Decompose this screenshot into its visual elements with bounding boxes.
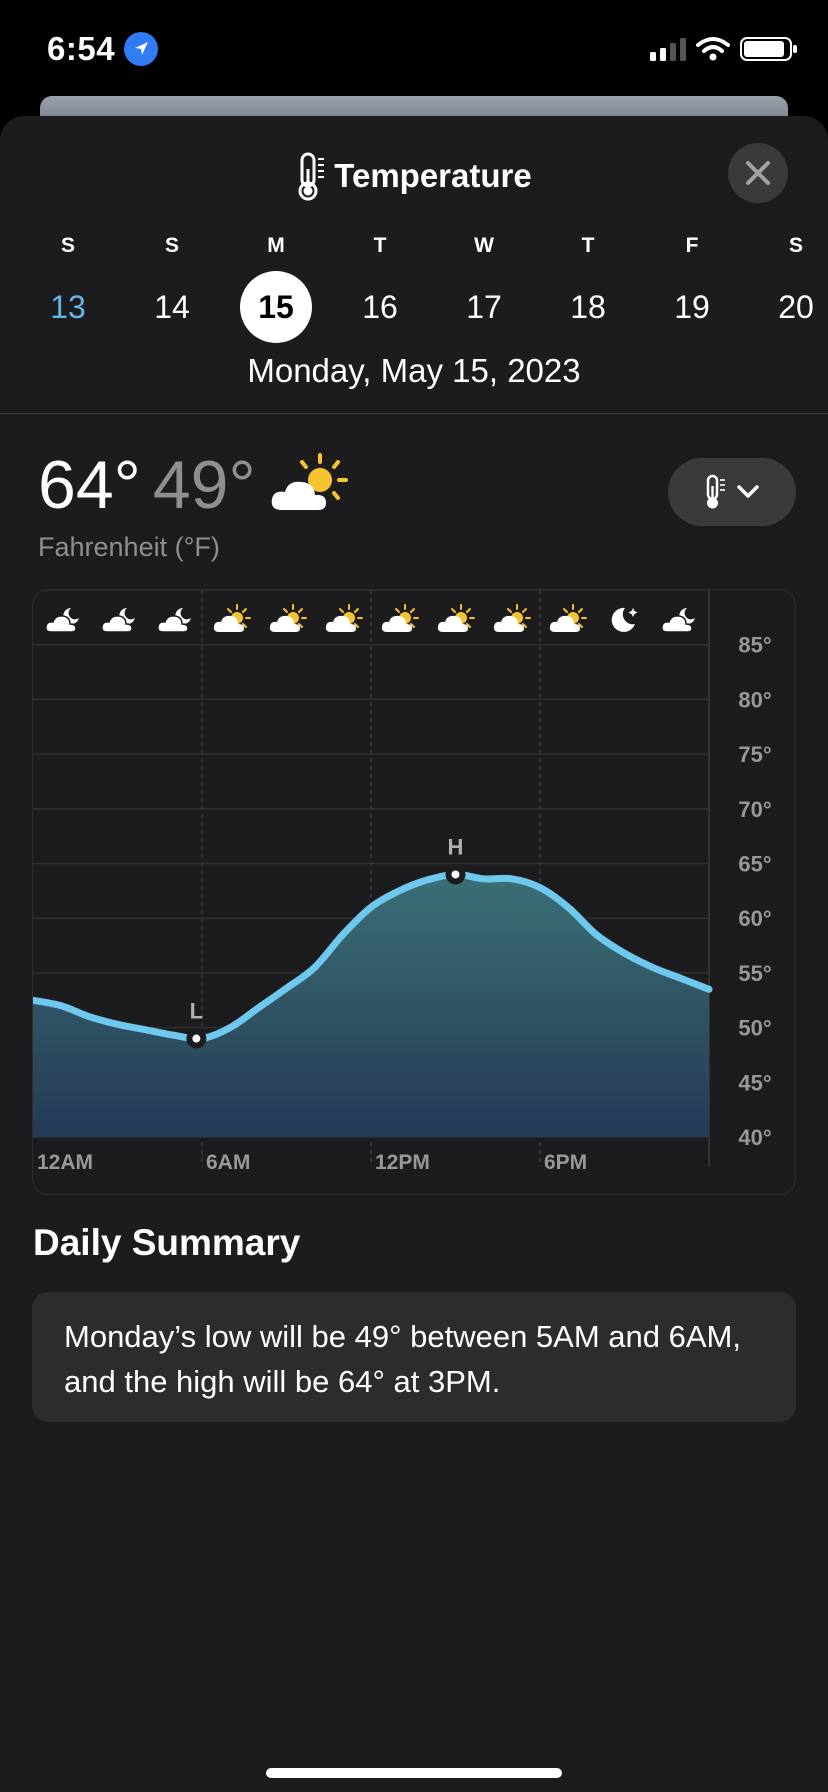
day-20[interactable]: 20 bbox=[778, 289, 814, 325]
location-arrow-icon bbox=[124, 32, 158, 66]
y-tick-label: 80° bbox=[738, 687, 771, 712]
partly-cloudy-night-icon bbox=[157, 608, 191, 633]
low-marker-dot bbox=[192, 1034, 201, 1043]
partly-cloudy-night-icon bbox=[661, 608, 695, 633]
day-19[interactable]: 19 bbox=[674, 289, 710, 325]
sheet-header: Temperature bbox=[0, 146, 828, 206]
partly-sunny-icon bbox=[437, 604, 475, 632]
chart-svg: L H 85° 80° 75° 70° 65° 60° 55° 50° 45° 40° 12AM 6AM 1… bbox=[33, 590, 772, 1174]
y-tick-label: 85° bbox=[738, 633, 771, 658]
day-18[interactable]: 18 bbox=[570, 289, 606, 325]
temperature-line bbox=[33, 870, 713, 1043]
day-14[interactable]: 14 bbox=[154, 289, 190, 325]
divider bbox=[0, 413, 828, 414]
y-tick-label: 70° bbox=[738, 797, 771, 822]
y-tick-label: 65° bbox=[738, 852, 771, 877]
chevron-down-icon bbox=[737, 485, 759, 498]
weekday-label: T bbox=[373, 234, 387, 257]
daily-summary-title: Daily Summary bbox=[33, 1222, 301, 1263]
wifi-icon bbox=[696, 37, 730, 61]
weekday-label: T bbox=[581, 234, 595, 257]
x-tick-label: 12PM bbox=[375, 1151, 430, 1174]
partly-cloudy-night-icon bbox=[101, 608, 135, 633]
thermometer-icon bbox=[706, 474, 725, 509]
high-temperature: 64° bbox=[38, 447, 141, 523]
y-tick-label: 75° bbox=[738, 742, 771, 767]
partly-sunny-icon bbox=[269, 604, 307, 632]
day-13[interactable]: 13 bbox=[50, 289, 86, 325]
low-marker-label: L bbox=[190, 999, 203, 1024]
day-16[interactable]: 16 bbox=[362, 289, 398, 325]
sheet-title: Temperature bbox=[334, 157, 532, 194]
weekday-label: W bbox=[474, 234, 494, 257]
day-17[interactable]: 17 bbox=[466, 289, 502, 325]
home-indicator[interactable] bbox=[266, 1768, 562, 1778]
partly-sunny-icon bbox=[493, 604, 531, 632]
high-marker-dot bbox=[451, 870, 460, 879]
selected-date: Monday, May 15, 2023 bbox=[247, 352, 581, 389]
close-button[interactable] bbox=[728, 143, 788, 203]
partly-sunny-icon bbox=[549, 604, 587, 632]
weekday-label: M bbox=[267, 234, 285, 257]
y-tick-label: 45° bbox=[738, 1070, 771, 1095]
y-tick-label: 60° bbox=[738, 906, 771, 931]
weekday-label: S bbox=[60, 234, 75, 257]
temperature-summary: 64° 49° bbox=[38, 446, 350, 526]
y-tick-label: 55° bbox=[738, 961, 771, 986]
unit-label: Fahrenheit (°F) bbox=[38, 532, 220, 562]
moon-icon bbox=[611, 607, 638, 632]
x-tick-label: 6AM bbox=[206, 1151, 250, 1174]
close-icon bbox=[746, 161, 770, 185]
temperature-area bbox=[33, 874, 709, 1137]
weekday-label: S bbox=[788, 234, 803, 257]
thermometer-icon bbox=[298, 152, 325, 201]
low-temperature: 49° bbox=[152, 447, 256, 523]
day-15[interactable]: 15 bbox=[240, 271, 312, 343]
temperature-chart[interactable]: L H 85° 80° 75° 70° 65° 60° 55° 50° 45° 40° 12AM 6AM 1… bbox=[32, 589, 796, 1195]
weekday-label: S bbox=[164, 234, 179, 257]
partly-sunny-icon bbox=[381, 604, 419, 632]
status-time: 6:54 bbox=[47, 30, 116, 67]
y-tick-label: 50° bbox=[738, 1016, 771, 1041]
high-marker-label: H bbox=[448, 834, 464, 859]
weekday-label: F bbox=[685, 234, 699, 257]
partly-cloudy-night-icon bbox=[45, 608, 79, 633]
partly-sunny-icon bbox=[325, 604, 363, 632]
x-tick-label: 6PM bbox=[544, 1151, 587, 1174]
cellular-signal-icon bbox=[650, 37, 686, 61]
x-tick-label: 12AM bbox=[37, 1151, 93, 1174]
daily-summary-text: Monday’s low will be 49° between 5AM and… bbox=[32, 1292, 796, 1422]
battery-icon bbox=[740, 37, 797, 61]
status-icons bbox=[650, 36, 798, 62]
partly-sunny-icon bbox=[213, 604, 251, 632]
partly-sunny-icon bbox=[268, 452, 350, 519]
y-tick-label: 40° bbox=[738, 1125, 771, 1150]
status-bar: 6:54 bbox=[0, 0, 828, 100]
unit-selector-button[interactable] bbox=[668, 458, 796, 526]
temperature-sheet: Temperature S 13 S 14 M 15 T 16 W 17 T 18 F 19 S 20 Mon… bbox=[0, 116, 828, 1792]
